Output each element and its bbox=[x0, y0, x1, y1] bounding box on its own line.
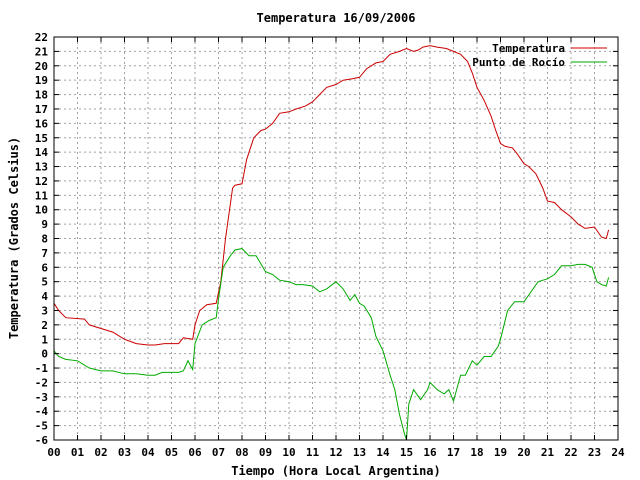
y-tick-label: 18 bbox=[35, 89, 48, 102]
x-tick-label: 23 bbox=[588, 446, 601, 459]
y-axis-ticks: -6-5-4-3-2-10123456789101112131415161718… bbox=[35, 31, 618, 447]
y-tick-label: 9 bbox=[41, 218, 48, 231]
x-tick-label: 24 bbox=[611, 446, 625, 459]
y-tick-label: 0 bbox=[41, 348, 48, 361]
x-tick-label: 17 bbox=[447, 446, 460, 459]
series-line-punto-de-rocio bbox=[53, 248, 610, 441]
x-tick-label: 19 bbox=[494, 446, 507, 459]
x-tick-label: 05 bbox=[165, 446, 178, 459]
x-tick-label: 03 bbox=[118, 446, 131, 459]
y-tick-label: -6 bbox=[35, 434, 49, 447]
x-tick-label: 01 bbox=[71, 446, 85, 459]
y-tick-label: -2 bbox=[35, 376, 48, 389]
y-tick-label: -4 bbox=[35, 405, 49, 418]
y-tick-label: -3 bbox=[35, 391, 48, 404]
y-tick-label: 2 bbox=[41, 319, 48, 332]
y-tick-label: 14 bbox=[35, 146, 49, 159]
y-tick-label: 4 bbox=[41, 290, 48, 303]
x-axis-ticks: 00 01 02 03 04 05 06 07 08 09 10 11 12 13 14 15 16 17 18 19… bbox=[47, 37, 625, 459]
x-tick-label: 10 bbox=[282, 446, 295, 459]
x-tick-label: 00 bbox=[47, 446, 60, 459]
y-tick-label: 3 bbox=[41, 304, 48, 317]
series-layer bbox=[53, 45, 610, 441]
x-tick-label: 14 bbox=[376, 446, 390, 459]
y-tick-label: 17 bbox=[35, 103, 48, 116]
x-tick-label: 07 bbox=[212, 446, 225, 459]
y-tick-label: 1 bbox=[41, 333, 48, 346]
y-tick-label: 12 bbox=[35, 175, 48, 188]
x-axis-label: Tiempo (Hora Local Argentina) bbox=[231, 464, 441, 478]
x-tick-label: 11 bbox=[306, 446, 320, 459]
y-tick-label: 11 bbox=[35, 189, 49, 202]
y-tick-label: 5 bbox=[41, 276, 48, 289]
x-tick-label: 15 bbox=[400, 446, 413, 459]
y-tick-label: 19 bbox=[35, 74, 48, 87]
chart-title: Temperatura 16/09/2006 bbox=[257, 11, 416, 25]
grid bbox=[54, 37, 618, 440]
legend-label: Punto de Rocío bbox=[472, 56, 565, 69]
y-tick-label: 6 bbox=[41, 261, 48, 274]
x-tick-label: 16 bbox=[423, 446, 437, 459]
y-tick-label: 15 bbox=[35, 132, 48, 145]
x-tick-label: 09 bbox=[259, 446, 272, 459]
x-tick-label: 18 bbox=[470, 446, 483, 459]
y-tick-label: -5 bbox=[35, 420, 48, 433]
y-tick-label: 10 bbox=[35, 204, 48, 217]
x-tick-label: 04 bbox=[141, 446, 155, 459]
legend-label: Temperatura bbox=[492, 42, 565, 55]
x-tick-label: 06 bbox=[188, 446, 202, 459]
series-line-temperatura bbox=[53, 45, 610, 346]
y-tick-label: 7 bbox=[41, 247, 48, 260]
x-tick-label: 20 bbox=[517, 446, 530, 459]
y-tick-label: 22 bbox=[35, 31, 48, 44]
x-tick-label: 12 bbox=[329, 446, 342, 459]
y-axis-label: Temperatura (Grados Celsius) bbox=[7, 137, 21, 339]
y-tick-label: 16 bbox=[35, 117, 49, 130]
x-tick-label: 13 bbox=[353, 446, 366, 459]
y-tick-label: 13 bbox=[35, 161, 48, 174]
y-tick-label: 20 bbox=[35, 60, 48, 73]
y-tick-label: 8 bbox=[41, 233, 48, 246]
y-tick-label: 21 bbox=[35, 45, 49, 58]
x-tick-label: 02 bbox=[94, 446, 107, 459]
x-tick-label: 21 bbox=[541, 446, 555, 459]
x-tick-label: 22 bbox=[564, 446, 577, 459]
y-tick-label: -1 bbox=[35, 362, 49, 375]
x-tick-label: 08 bbox=[235, 446, 248, 459]
